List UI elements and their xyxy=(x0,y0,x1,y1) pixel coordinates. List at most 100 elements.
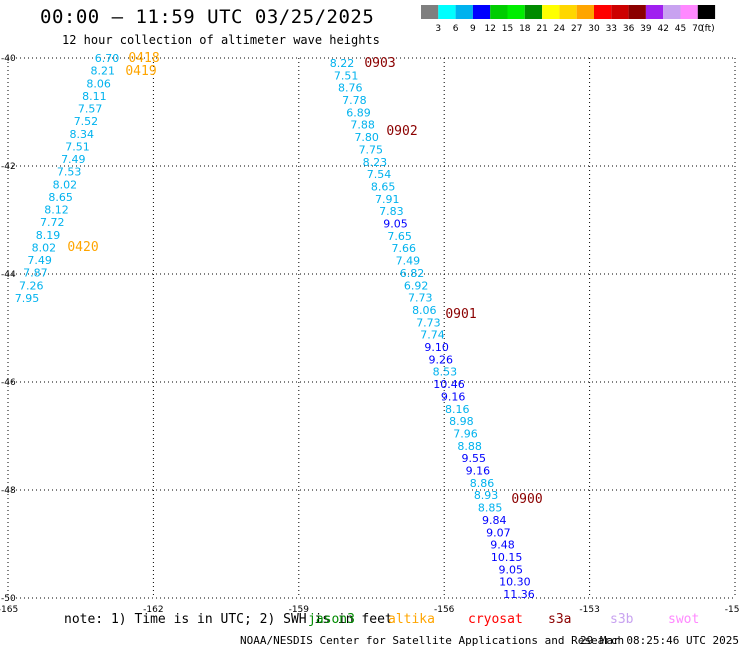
wave-height-label: 9.05 xyxy=(383,218,408,231)
colorbar-swatch xyxy=(628,5,646,19)
longitude-tick-label: -153 xyxy=(579,605,599,612)
wave-height-label: 7.75 xyxy=(359,143,384,156)
wave-height-label: 7.49 xyxy=(27,254,52,267)
wave-height-label: 11.36 xyxy=(503,588,535,601)
wave-height-label: 7.95 xyxy=(15,292,40,305)
colorbar-tick-label: 42 xyxy=(657,24,668,33)
wave-height-label: 7.74 xyxy=(420,329,445,342)
wave-height-label: 8.34 xyxy=(69,128,94,141)
wave-height-label: 7.73 xyxy=(416,316,441,329)
satellite-legend: jason3 altika cryosat s3a s3b swot xyxy=(0,612,740,630)
wave-height-label: 9.84 xyxy=(482,514,507,527)
wave-height-label: 7.26 xyxy=(19,279,44,292)
wave-height-label: 9.10 xyxy=(424,341,449,354)
colorbar-tick-label: 12 xyxy=(484,24,495,33)
colorbar-tick-label: 6 xyxy=(453,24,459,33)
pass-time-label: 0419 xyxy=(125,64,156,79)
wave-height-label: 8.16 xyxy=(445,403,470,416)
satellite-legend-item: swot xyxy=(668,612,700,627)
wave-height-label: 7.51 xyxy=(334,69,359,82)
colorbar-swatch xyxy=(438,5,456,19)
wave-height-label: 8.06 xyxy=(86,77,111,90)
colorbar-tick-label: 15 xyxy=(502,24,513,33)
footer-note: note: 1) Time is in UTC; 2) SWH is in fe… xyxy=(64,612,393,627)
generation-timestamp: 29 Mar 08:25:46 UTC 2025 xyxy=(580,634,739,647)
wave-height-label: 6.70 xyxy=(95,52,120,65)
longitude-tick-label: -156 xyxy=(434,605,455,612)
wave-height-label: 8.22 xyxy=(330,57,355,70)
colorbar-unit: (ft) xyxy=(701,24,715,33)
wave-height-label: 8.98 xyxy=(449,415,474,428)
wave-height-label: 7.88 xyxy=(350,119,375,132)
wave-height-label: 8.88 xyxy=(457,440,482,453)
pass-time-label: 0420 xyxy=(67,240,98,255)
colorbar-swatch xyxy=(576,5,594,19)
colorbar-swatch xyxy=(455,5,473,19)
colorbar-tick-label: 33 xyxy=(606,24,617,33)
colorbar-tick-label: 39 xyxy=(640,24,652,33)
wave-height-label: 7.53 xyxy=(57,166,82,179)
wave-height-colorbar: 3 6 9 12 15 18 21 24 27 30 33 36 39 42 45 70(ft) xyxy=(421,5,716,33)
latitude-tick-label: -44 xyxy=(1,270,16,280)
wave-height-label: 8.53 xyxy=(433,366,458,379)
map-title: 00:00 – 11:59 UTC 03/25/2025 xyxy=(40,6,375,28)
longitude-tick-label: -162 xyxy=(143,605,163,612)
wave-height-label: 8.76 xyxy=(338,82,363,95)
wave-height-label: 7.78 xyxy=(342,94,367,107)
colorbar-swatch xyxy=(542,5,560,19)
colorbar-tick-label: 45 xyxy=(675,24,686,33)
wave-height-label: 8.11 xyxy=(82,90,107,103)
wave-height-label: 8.06 xyxy=(412,304,437,317)
wave-height-label: 7.73 xyxy=(408,292,433,305)
colorbar-swatch xyxy=(559,5,577,19)
wave-height-label: 7.49 xyxy=(396,255,421,268)
colorbar-tick-label: 70 xyxy=(692,24,704,33)
colorbar-tick-label: 3 xyxy=(435,24,441,33)
wave-height-label: 7.49 xyxy=(61,153,86,166)
wave-height-label: 7.72 xyxy=(40,216,65,229)
colorbar-tick-label: 30 xyxy=(588,24,600,33)
colorbar-swatch xyxy=(507,5,525,19)
latitude-tick-label: -46 xyxy=(1,378,16,388)
colorbar-tick-label: 18 xyxy=(519,24,531,33)
colorbar-swatch xyxy=(611,5,629,19)
wave-height-label: 9.16 xyxy=(441,390,466,403)
wave-height-label: 7.65 xyxy=(387,230,412,243)
wave-height-label: 8.85 xyxy=(478,502,503,515)
wave-height-label: 7.80 xyxy=(354,131,379,144)
latitude-tick-label: -50 xyxy=(1,594,16,604)
colorbar-swatch xyxy=(472,5,491,19)
wave-height-label: 6.82 xyxy=(400,267,425,280)
wave-height-label: 7.54 xyxy=(367,168,392,181)
satellite-legend-item: altika xyxy=(388,612,435,627)
colorbar-swatch xyxy=(663,5,681,19)
colorbar-swatch xyxy=(645,5,664,19)
wave-height-label: 8.23 xyxy=(363,156,388,169)
colorbar-tick-label: 36 xyxy=(623,24,635,33)
wave-height-label: 9.07 xyxy=(486,526,511,539)
latitude-tick-label: -48 xyxy=(1,486,16,496)
colorbar-swatch xyxy=(524,5,543,19)
wave-height-label: 8.86 xyxy=(470,477,495,490)
latitude-tick-label: -42 xyxy=(1,162,16,172)
wave-height-label: 8.02 xyxy=(53,178,78,191)
wave-height-label: 8.21 xyxy=(91,65,116,78)
wave-height-label: 10.46 xyxy=(433,378,465,391)
wave-height-label: 9.55 xyxy=(461,452,486,465)
colorbar-swatch xyxy=(594,5,612,19)
wave-height-label: 7.51 xyxy=(65,140,90,153)
colorbar-tick-label: 9 xyxy=(470,24,476,33)
wave-height-label: 7.87 xyxy=(23,267,48,280)
wave-height-label: 8.12 xyxy=(44,204,69,217)
credit-line: NOAA/NESDIS Center for Satellite Applica… xyxy=(240,634,625,647)
pass-time-label: 0901 xyxy=(445,307,476,322)
wave-height-label: 8.93 xyxy=(474,489,499,502)
wave-height-label: 6.92 xyxy=(404,279,429,292)
pass-time-label: 0900 xyxy=(511,492,542,507)
wave-height-label: 10.30 xyxy=(499,576,531,589)
wave-height-label: 7.83 xyxy=(379,205,404,218)
wave-height-label: 9.48 xyxy=(490,539,515,552)
colorbar-tick-label: 21 xyxy=(536,24,547,33)
satellite-legend-item: s3a xyxy=(548,612,572,627)
colorbar-tick-label: 24 xyxy=(554,24,566,33)
